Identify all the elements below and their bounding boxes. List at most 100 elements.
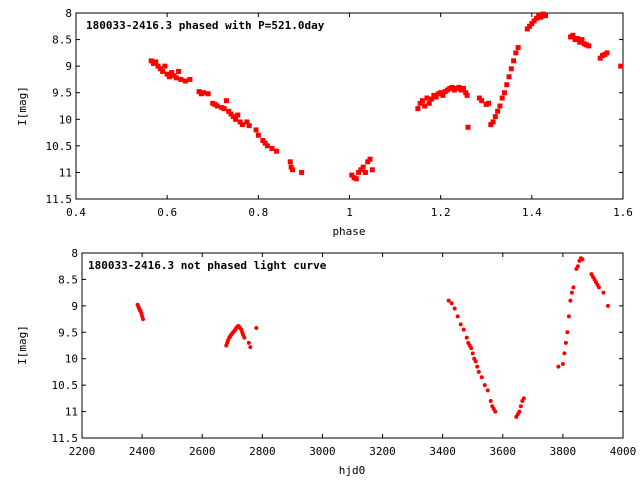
y-tick-label: 10 xyxy=(59,113,72,126)
data-point xyxy=(269,146,275,152)
y-tick-label: 8.5 xyxy=(52,34,72,47)
data-point xyxy=(521,396,526,401)
data-point xyxy=(446,298,451,303)
data-point xyxy=(205,91,211,97)
data-point xyxy=(485,388,490,393)
data-point xyxy=(178,76,184,82)
data-point xyxy=(515,45,521,51)
data-point xyxy=(571,285,576,290)
data-point xyxy=(497,103,503,109)
data-point xyxy=(464,335,469,340)
x-tick-label: 3800 xyxy=(550,445,577,458)
data-point xyxy=(601,290,606,295)
data-point xyxy=(579,37,585,43)
data-point xyxy=(419,98,425,104)
data-point xyxy=(597,55,603,61)
data-point xyxy=(479,375,484,380)
plot-frame xyxy=(75,12,624,200)
data-point xyxy=(566,314,571,319)
y-tick-label: 8 xyxy=(71,247,78,260)
data-point xyxy=(248,345,253,350)
y-tick-label: 11.5 xyxy=(46,193,73,206)
x-tick-label: 3600 xyxy=(490,445,517,458)
data-point xyxy=(417,100,423,106)
data-point xyxy=(463,90,469,96)
data-point xyxy=(570,32,576,38)
x-tick-label: 3400 xyxy=(429,445,456,458)
y-tick-label: 8 xyxy=(65,7,72,20)
data-point xyxy=(157,66,163,72)
data-point xyxy=(254,326,259,331)
data-point xyxy=(449,301,454,306)
x-tick-label: 3000 xyxy=(309,445,336,458)
data-point xyxy=(230,114,236,120)
data-point xyxy=(141,317,146,322)
data-point xyxy=(501,90,507,96)
x-tick-label: 1.4 xyxy=(522,206,542,219)
data-point xyxy=(563,340,568,345)
x-tick-label: 2800 xyxy=(249,445,276,458)
y-tick-label: 11 xyxy=(59,166,72,179)
data-point xyxy=(228,111,234,117)
data-point xyxy=(169,70,175,76)
data-point xyxy=(360,164,366,170)
data-point xyxy=(470,351,475,356)
data-point xyxy=(508,66,514,72)
data-point xyxy=(461,327,466,332)
data-point xyxy=(226,108,232,114)
data-point xyxy=(367,156,373,162)
data-point xyxy=(426,100,432,106)
data-point xyxy=(358,167,364,173)
data-point xyxy=(476,95,482,101)
axis-ticks: 0.4 0.6 0.8 1 1.2 1.4 1.6 8 8.5 9 9.5 10 10.5 11 11.5 xyxy=(46,7,633,219)
data-point xyxy=(160,68,166,74)
y-tick-label: 8.5 xyxy=(58,273,78,286)
data-point xyxy=(422,103,428,109)
data-point xyxy=(264,143,270,149)
chart-title: 180033-2416.3 not phased light curve xyxy=(88,259,327,272)
data-point xyxy=(560,362,565,366)
data-point xyxy=(493,409,498,414)
data-point xyxy=(531,18,537,24)
data-point xyxy=(201,90,207,96)
data-point xyxy=(533,15,539,21)
data-point xyxy=(274,148,280,154)
data-point xyxy=(556,364,561,369)
data-point xyxy=(290,167,296,173)
y-axis-label: I[mag] xyxy=(16,86,29,126)
data-point xyxy=(575,264,580,269)
data-point xyxy=(460,85,466,91)
x-axis-label: hjd0 xyxy=(339,464,366,477)
data-point xyxy=(476,369,481,374)
axis-ticks: 2200 2400 2600 2800 3000 3200 3400 3600 3800 4000… xyxy=(52,247,637,458)
data-point xyxy=(148,58,154,64)
data-point xyxy=(214,103,220,109)
data-point xyxy=(246,340,251,345)
y-tick-label: 10 xyxy=(65,353,78,366)
data-point xyxy=(246,123,252,129)
data-point xyxy=(362,169,368,175)
data-point xyxy=(153,59,159,65)
y-tick-label: 9.5 xyxy=(58,326,78,339)
data-point xyxy=(538,14,544,20)
data-point xyxy=(176,68,182,74)
data-point xyxy=(164,71,170,77)
data-point xyxy=(429,96,435,102)
data-point xyxy=(349,172,355,178)
x-tick-label: 3200 xyxy=(369,445,396,458)
data-point xyxy=(155,63,161,69)
y-tick-label: 10.5 xyxy=(46,140,73,153)
unphased-light-curve-panel: 180033-2416.3 not phased light curve hjd… xyxy=(16,247,636,477)
data-point xyxy=(492,114,498,120)
x-tick-label: 2400 xyxy=(129,445,156,458)
data-point xyxy=(475,364,480,369)
plot-frame xyxy=(81,252,624,439)
data-point xyxy=(242,335,247,340)
data-point xyxy=(473,359,478,364)
y-axis-label: I[mag] xyxy=(16,325,29,365)
data-point xyxy=(299,169,305,175)
data-point xyxy=(568,298,573,303)
data-point xyxy=(237,119,243,125)
data-point xyxy=(255,132,261,138)
